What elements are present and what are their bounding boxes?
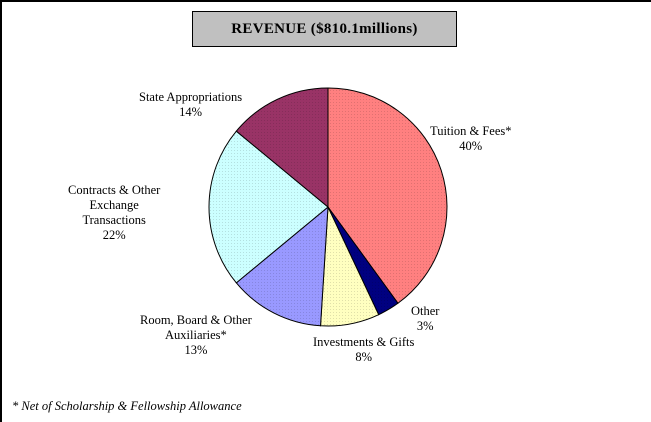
label-pct: 13% xyxy=(184,343,208,357)
label-state: State Appropriations 14% xyxy=(139,90,242,120)
label-pct: 3% xyxy=(416,319,434,333)
label-text: Other xyxy=(411,304,440,318)
label-text-3: Transactions xyxy=(82,213,146,227)
label-other: Other 3% xyxy=(411,304,439,334)
pie-slice-texture xyxy=(328,207,398,315)
pie-slice-texture xyxy=(328,88,447,304)
label-text: Room, Board & Other xyxy=(140,313,252,327)
label-room-board: Room, Board & Other Auxiliaries* 13% xyxy=(140,313,252,358)
chart-title-text: REVENUE ($810.1millions) xyxy=(231,20,418,37)
label-text: State Appropriations xyxy=(139,90,243,104)
label-investments: Investments & Gifts 8% xyxy=(313,335,414,365)
label-text: Contracts & Other xyxy=(68,183,161,197)
label-pct: 14% xyxy=(179,105,203,119)
pie-slice-texture xyxy=(236,207,328,326)
label-text-2: Auxiliaries* xyxy=(165,328,227,342)
label-pct: 40% xyxy=(459,139,483,153)
label-text-2: Exchange xyxy=(89,198,139,212)
footnote: * Net of Scholarship & Fellowship Allowa… xyxy=(12,399,242,413)
label-pct: 22% xyxy=(102,228,126,242)
pie-slice-texture xyxy=(209,131,328,283)
pie-slice-texture xyxy=(236,88,328,207)
pie-slice-texture xyxy=(320,207,379,327)
label-text: Tuition & Fees* xyxy=(430,124,512,138)
label-contracts: Contracts & Other Exchange Transactions … xyxy=(68,183,160,243)
label-text: Investments & Gifts xyxy=(313,335,415,349)
label-pct: 8% xyxy=(355,350,373,364)
chart-title: REVENUE ($810.1millions) xyxy=(192,11,457,47)
label-tuition: Tuition & Fees* 40% xyxy=(430,124,512,154)
